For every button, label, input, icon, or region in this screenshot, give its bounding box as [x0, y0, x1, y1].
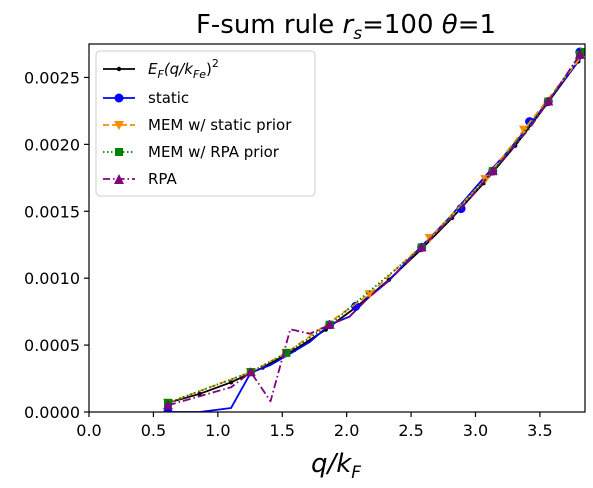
legend: EF(q/kFe)2 static MEM w/ static prior ME…: [95, 50, 316, 197]
title-theta-value: =1: [458, 10, 496, 40]
data-point-mem-rpa: [581, 48, 585, 57]
y-tick-label: 0.0015: [24, 202, 80, 221]
legend-label-rpa: RPA: [148, 170, 178, 188]
legend-marker-mem-static: [114, 121, 124, 130]
legend-entry-static: static: [103, 89, 189, 107]
legend-ef-e: E: [148, 60, 158, 78]
y-axis: 0.0000 0.0005 0.0010 0.0015 0.0020 0.0025: [24, 68, 89, 422]
title-rs-sub: s: [353, 24, 362, 44]
x-tick-label: 0.5: [141, 421, 166, 440]
legend-ef-k-sub: Fe: [193, 68, 206, 81]
y-tick-label: 0.0005: [24, 336, 80, 355]
data-point-mem-rpa: [282, 348, 291, 357]
x-tick-label: 3.5: [527, 421, 552, 440]
title-theta-symbol: θ: [442, 10, 458, 40]
legend-marker-ef: [116, 66, 122, 72]
data-point-rpa: [543, 96, 554, 106]
data-point-mem-static: [364, 290, 375, 300]
legend-entry-rpa: RPA: [103, 170, 178, 188]
x-axis: 0.0 0.5 1.0 1.5 2.0 2.5 3.0 3.5: [76, 412, 553, 440]
x-tick-label: 2.5: [398, 421, 423, 440]
title-rs-symbol: r: [343, 10, 356, 40]
legend-ef-sup: 2: [212, 57, 219, 70]
legend-box: [95, 50, 316, 197]
data-point-rpa: [574, 49, 585, 59]
legend-label-ef: EF(q/kFe)2: [148, 57, 219, 81]
legend-entry-mem-static: MEM w/ static prior: [103, 116, 292, 134]
series-rpa: [162, 49, 585, 410]
y-tick-label: 0.0020: [24, 135, 80, 154]
data-point-rpa: [245, 367, 256, 377]
y-tick-label: 0.0010: [24, 269, 80, 288]
chart-title: F-sum rule rs=100 θ=1: [196, 10, 496, 44]
legend-entry-mem-rpa: MEM w/ RPA prior: [103, 143, 280, 161]
data-point-rpa: [324, 319, 335, 329]
title-prefix: F-sum rule: [196, 10, 343, 40]
x-axis-label-main: q/k: [311, 449, 352, 479]
legend-marker-mem-rpa: [115, 148, 123, 156]
x-axis-label-sub: F: [351, 463, 361, 483]
x-tick-label: 1.5: [270, 421, 295, 440]
series-line-mem-static: [167, 51, 585, 404]
legend-label-static: static: [148, 89, 189, 107]
data-point-rpa: [162, 400, 173, 410]
data-point-rpa: [416, 242, 427, 252]
legend-ef-open: (q/k: [164, 60, 194, 78]
legend-marker-rpa: [114, 174, 124, 184]
x-tick-label: 2.0: [334, 421, 359, 440]
legend-ef-e-sub: F: [157, 68, 164, 81]
series-layer: [162, 47, 585, 412]
plot-frame: [88, 43, 586, 413]
data-point-mem-static: [518, 125, 529, 135]
data-point-ef: [228, 380, 234, 385]
y-tick-label: 0.0025: [24, 68, 80, 87]
title-rs-value: =100: [362, 10, 442, 40]
x-tick-label: 3.0: [463, 421, 488, 440]
legend-entry-ef: EF(q/kFe)2: [103, 57, 219, 81]
x-axis-label: q/kF: [311, 449, 361, 483]
series-line-rpa: [167, 51, 585, 407]
plot-area: [88, 43, 586, 413]
legend-marker-static: [114, 93, 124, 103]
legend-label-mem-rpa: MEM w/ RPA prior: [148, 143, 280, 161]
y-tick-label: 0.0000: [24, 403, 80, 422]
x-tick-label: 1.0: [205, 421, 230, 440]
x-tick-label: 0.0: [76, 421, 101, 440]
legend-ef-close: ): [206, 60, 212, 78]
legend-label-mem-static: MEM w/ static prior: [148, 116, 292, 134]
data-point-rpa: [487, 166, 498, 176]
